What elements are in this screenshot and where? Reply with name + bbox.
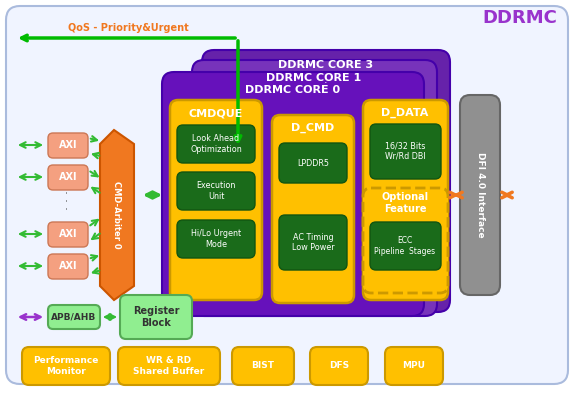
Text: BIST: BIST <box>252 362 275 370</box>
Text: DFI 4.0 Interface: DFI 4.0 Interface <box>476 152 484 238</box>
Text: CMD-Arbiter 0: CMD-Arbiter 0 <box>112 181 122 249</box>
FancyBboxPatch shape <box>279 143 347 183</box>
Text: Optional
Feature: Optional Feature <box>381 192 429 214</box>
Text: DFS: DFS <box>329 362 349 370</box>
Text: Look Ahead
Optimization: Look Ahead Optimization <box>190 134 242 154</box>
FancyBboxPatch shape <box>120 295 192 339</box>
FancyBboxPatch shape <box>272 115 354 303</box>
Text: Register
Block: Register Block <box>132 306 179 328</box>
Text: 16/32 Bits
Wr/Rd DBI: 16/32 Bits Wr/Rd DBI <box>385 141 425 161</box>
Text: DDRMC CORE 1: DDRMC CORE 1 <box>266 73 362 83</box>
FancyBboxPatch shape <box>48 222 88 247</box>
Text: APB/AHB: APB/AHB <box>51 312 97 322</box>
Text: Hi/Lo Urgent
Mode: Hi/Lo Urgent Mode <box>191 229 241 249</box>
FancyBboxPatch shape <box>370 124 441 179</box>
FancyBboxPatch shape <box>202 50 450 312</box>
Text: :: : <box>324 75 328 85</box>
Text: CMDQUE: CMDQUE <box>189 108 243 118</box>
Text: AC Timing
Low Power: AC Timing Low Power <box>291 233 334 252</box>
Text: DDRMC: DDRMC <box>483 9 558 27</box>
Text: · · ·: · · · <box>62 190 74 210</box>
FancyBboxPatch shape <box>279 215 347 270</box>
FancyBboxPatch shape <box>232 347 294 385</box>
FancyBboxPatch shape <box>192 60 437 316</box>
Polygon shape <box>100 130 134 300</box>
FancyBboxPatch shape <box>177 220 255 258</box>
FancyBboxPatch shape <box>363 100 448 300</box>
FancyBboxPatch shape <box>460 95 500 295</box>
Text: D_CMD: D_CMD <box>291 123 335 133</box>
FancyBboxPatch shape <box>22 347 110 385</box>
Text: MPU: MPU <box>403 362 426 370</box>
Text: AXI: AXI <box>59 229 77 239</box>
FancyBboxPatch shape <box>310 347 368 385</box>
FancyBboxPatch shape <box>48 254 88 279</box>
Text: ECC
Pipeline  Stages: ECC Pipeline Stages <box>374 236 435 256</box>
FancyBboxPatch shape <box>177 172 255 210</box>
Text: DDRMC CORE 3: DDRMC CORE 3 <box>278 60 374 70</box>
Text: Performance
Monitor: Performance Monitor <box>33 356 98 376</box>
FancyBboxPatch shape <box>177 125 255 163</box>
Text: AXI: AXI <box>59 261 77 271</box>
Text: LPDDR5: LPDDR5 <box>297 158 329 167</box>
FancyBboxPatch shape <box>48 305 100 329</box>
Text: QoS - Priority&Urgent: QoS - Priority&Urgent <box>67 23 188 33</box>
FancyBboxPatch shape <box>162 72 424 316</box>
Text: AXI: AXI <box>59 140 77 150</box>
FancyBboxPatch shape <box>385 347 443 385</box>
FancyBboxPatch shape <box>48 133 88 158</box>
Text: WR & RD
Shared Buffer: WR & RD Shared Buffer <box>134 356 204 376</box>
Text: Execution
Unit: Execution Unit <box>196 181 236 201</box>
Text: DDRMC CORE 0: DDRMC CORE 0 <box>245 85 340 95</box>
FancyBboxPatch shape <box>370 222 441 270</box>
FancyBboxPatch shape <box>363 188 448 293</box>
FancyBboxPatch shape <box>170 100 262 300</box>
FancyBboxPatch shape <box>48 165 88 190</box>
FancyBboxPatch shape <box>118 347 220 385</box>
Text: D_DATA: D_DATA <box>381 108 429 118</box>
Text: AXI: AXI <box>59 172 77 182</box>
FancyBboxPatch shape <box>6 6 568 384</box>
